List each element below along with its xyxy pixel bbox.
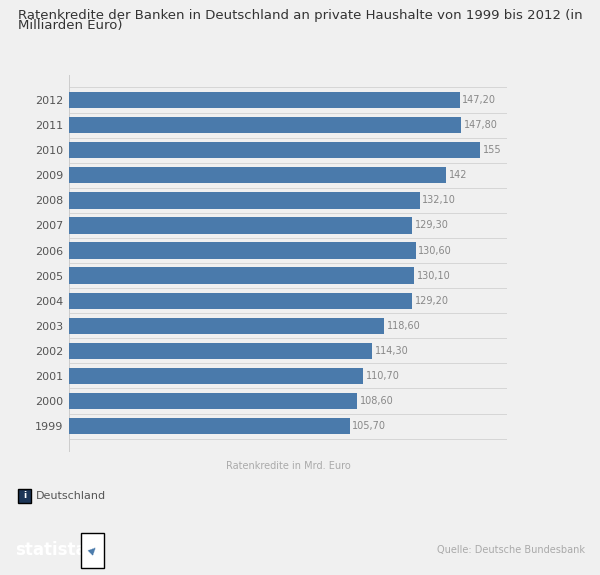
Text: 129,30: 129,30 (415, 220, 449, 231)
Text: 142: 142 (449, 170, 467, 181)
Bar (69, 192, 419, 209)
Bar (69, 343, 373, 359)
Text: 147,80: 147,80 (464, 120, 498, 130)
Text: 132,10: 132,10 (422, 196, 456, 205)
Text: Ratenkredite der Banken in Deutschland an private Haushalte von 1999 bis 2012 (i: Ratenkredite der Banken in Deutschland a… (18, 9, 583, 22)
Text: 155: 155 (483, 145, 502, 155)
Bar (69, 167, 446, 183)
Text: Milliarden Euro): Milliarden Euro) (18, 19, 122, 32)
Bar (69, 393, 357, 409)
Bar (69, 418, 350, 434)
Bar (69, 92, 460, 108)
Bar (69, 317, 384, 334)
Text: 118,60: 118,60 (386, 321, 420, 331)
Text: Quelle: Deutsche Bundesbank: Quelle: Deutsche Bundesbank (437, 545, 585, 555)
Bar (69, 217, 412, 233)
Bar (69, 267, 415, 283)
Text: 114,30: 114,30 (375, 346, 409, 356)
Text: Ratenkredite in Mrd. Euro: Ratenkredite in Mrd. Euro (226, 461, 350, 471)
Text: 105,70: 105,70 (352, 421, 386, 431)
Bar (69, 243, 416, 259)
Bar (69, 117, 461, 133)
Bar (69, 142, 481, 158)
FancyBboxPatch shape (81, 532, 104, 568)
Text: ▲: ▲ (86, 544, 98, 556)
Bar (69, 293, 412, 309)
Text: statista: statista (15, 541, 86, 559)
Text: 110,70: 110,70 (365, 371, 400, 381)
Text: 108,60: 108,60 (360, 396, 394, 406)
Text: 130,60: 130,60 (418, 246, 452, 255)
Text: Deutschland: Deutschland (36, 490, 106, 501)
Text: 129,20: 129,20 (415, 296, 449, 306)
Text: 130,10: 130,10 (417, 271, 451, 281)
Bar (69, 368, 363, 384)
Text: i: i (23, 491, 26, 500)
Text: 147,20: 147,20 (463, 95, 496, 105)
